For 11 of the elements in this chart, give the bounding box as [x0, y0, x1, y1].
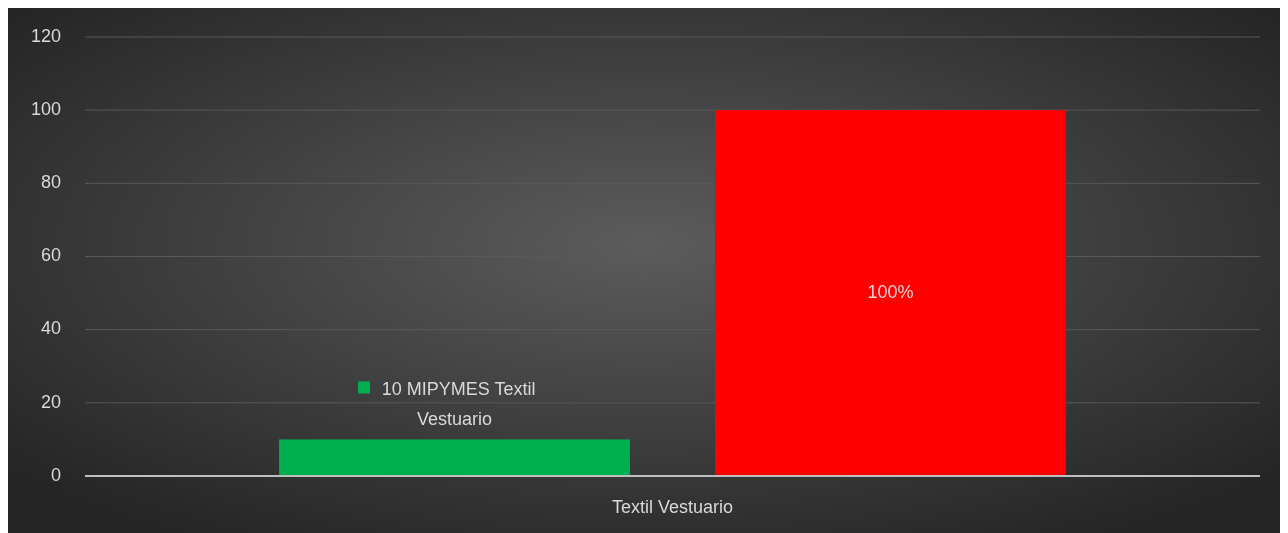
y-tick-label: 120 — [30, 25, 61, 46]
y-tick-label: 60 — [40, 245, 61, 266]
text: Vestuario — [417, 409, 493, 430]
y-tick-label: 100 — [30, 98, 61, 119]
y-tick-label: 40 — [40, 318, 61, 339]
y-tick-label: 0 — [50, 464, 61, 485]
data-label: 100% — [867, 281, 914, 302]
y-tick-label: 20 — [40, 391, 61, 412]
y-tick-label: 80 — [40, 172, 61, 193]
x-tick-label: Textil Vestuario — [611, 497, 734, 517]
text: 10 MIPYMES Textil — [381, 379, 536, 400]
